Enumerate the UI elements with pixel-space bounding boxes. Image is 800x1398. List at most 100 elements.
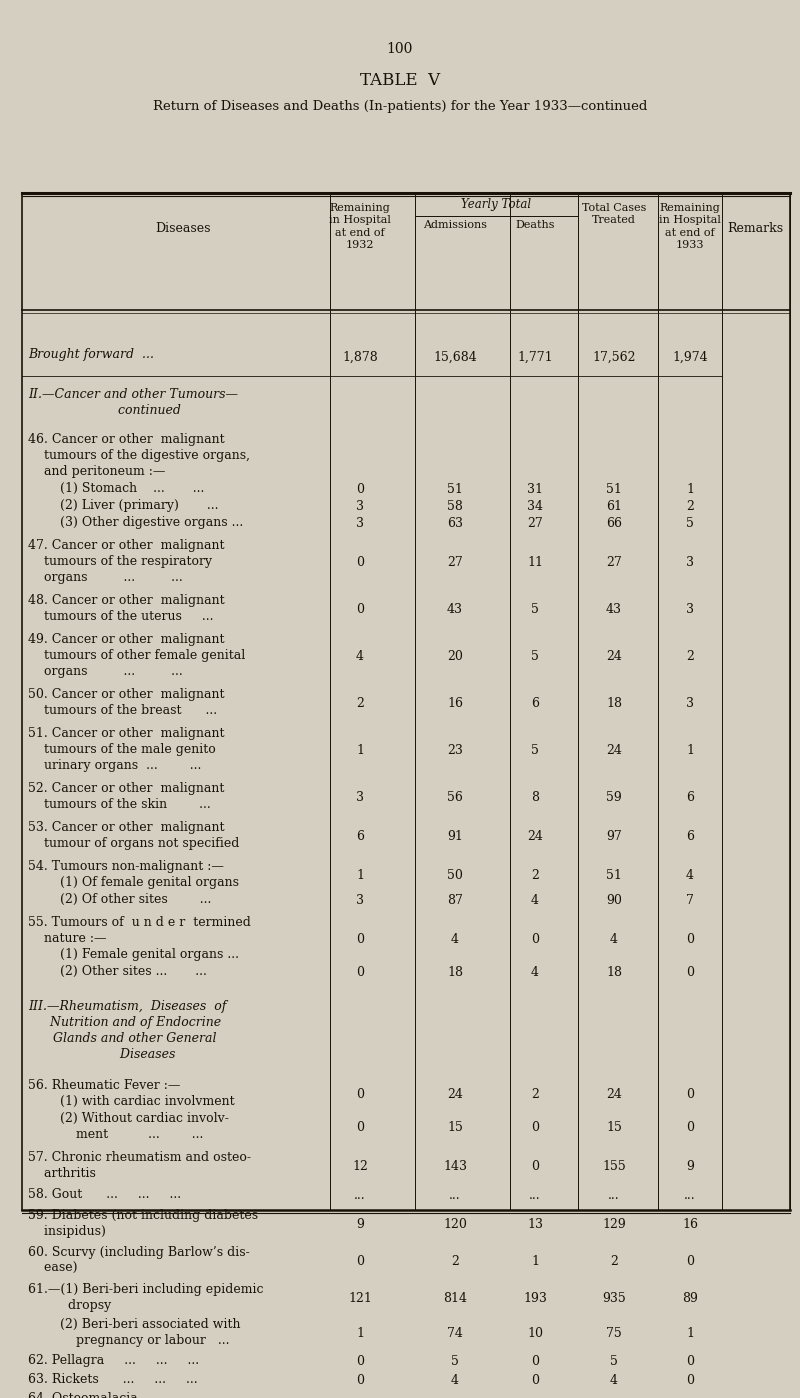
Text: 0: 0	[356, 1121, 364, 1134]
Text: 1: 1	[531, 1255, 539, 1268]
Text: 27: 27	[527, 517, 543, 530]
Text: 87: 87	[447, 893, 463, 907]
Text: 0: 0	[686, 1355, 694, 1369]
Text: Remaining
in Hospital
at end of
1933: Remaining in Hospital at end of 1933	[659, 203, 721, 250]
Text: 2: 2	[356, 698, 364, 710]
Text: 1: 1	[356, 744, 364, 756]
Text: 4: 4	[531, 893, 539, 907]
Text: 5: 5	[531, 650, 539, 663]
Text: 52. Cancer or other  malignant
    tumours of the skin        ...: 52. Cancer or other malignant tumours of…	[28, 781, 224, 811]
Text: 57. Chronic rheumatism and osteo-
    arthritis: 57. Chronic rheumatism and osteo- arthri…	[28, 1151, 251, 1180]
Text: 0: 0	[686, 966, 694, 979]
Text: 7: 7	[686, 893, 694, 907]
Text: 6: 6	[356, 830, 364, 843]
Text: 59: 59	[606, 791, 622, 804]
Text: 15: 15	[606, 1121, 622, 1134]
Text: 9: 9	[356, 1218, 364, 1232]
Text: 5: 5	[610, 1355, 618, 1369]
Text: 2: 2	[686, 650, 694, 663]
Text: 24: 24	[606, 1088, 622, 1102]
Text: 1: 1	[356, 870, 364, 882]
Text: 2: 2	[610, 1255, 618, 1268]
Text: 18: 18	[606, 966, 622, 979]
Text: 4: 4	[451, 932, 459, 946]
Text: (2) Without cardiac involv-
            ment          ...        ...: (2) Without cardiac involv- ment ... ...	[28, 1111, 229, 1141]
Text: 54. Tumours non-malignant :—
        (1) Of female genital organs: 54. Tumours non-malignant :— (1) Of fema…	[28, 860, 239, 889]
Text: 3: 3	[356, 791, 364, 804]
Text: 0: 0	[356, 966, 364, 979]
Text: 1,771: 1,771	[517, 351, 553, 363]
Text: 46. Cancer or other  malignant
    tumours of the digestive organs,
    and peri: 46. Cancer or other malignant tumours of…	[28, 433, 250, 478]
Text: 0: 0	[686, 1088, 694, 1102]
Text: 15: 15	[447, 1121, 463, 1134]
Text: 4: 4	[686, 870, 694, 882]
Text: TABLE  V: TABLE V	[360, 73, 440, 89]
Text: 64. Osteomalacia  ...     ...     ...: 64. Osteomalacia ... ... ...	[28, 1392, 221, 1398]
Text: 1: 1	[356, 1327, 364, 1341]
Text: 0: 0	[686, 1121, 694, 1134]
Text: 4: 4	[451, 1374, 459, 1387]
Text: 5: 5	[531, 603, 539, 617]
Text: 143: 143	[443, 1160, 467, 1173]
Text: 6: 6	[531, 698, 539, 710]
Text: 90: 90	[606, 893, 622, 907]
Text: 74: 74	[447, 1327, 463, 1341]
Text: 120: 120	[443, 1218, 467, 1232]
Text: 13: 13	[527, 1218, 543, 1232]
Text: 58: 58	[447, 500, 463, 513]
Text: 50. Cancer or other  malignant
    tumours of the breast      ...: 50. Cancer or other malignant tumours of…	[28, 688, 225, 717]
Text: 0: 0	[356, 482, 364, 496]
Text: 0: 0	[531, 1374, 539, 1387]
Text: 24: 24	[606, 650, 622, 663]
Text: Admissions: Admissions	[423, 219, 487, 231]
Text: 24: 24	[447, 1088, 463, 1102]
Text: 49. Cancer or other  malignant
    tumours of other female genital
    organs   : 49. Cancer or other malignant tumours of…	[28, 633, 246, 678]
Text: 0: 0	[686, 1374, 694, 1387]
Text: 34: 34	[527, 500, 543, 513]
Text: Diseases: Diseases	[155, 221, 210, 235]
Text: ...: ...	[684, 1392, 696, 1398]
Text: 6: 6	[686, 830, 694, 843]
Text: ...: ...	[529, 1190, 541, 1202]
Text: Remaining
in Hospital
at end of
1932: Remaining in Hospital at end of 1932	[329, 203, 391, 250]
Text: 3: 3	[686, 603, 694, 617]
Text: 91: 91	[447, 830, 463, 843]
Text: 121: 121	[348, 1292, 372, 1304]
Text: 2: 2	[686, 500, 694, 513]
Text: 0: 0	[531, 1355, 539, 1369]
Text: 0: 0	[531, 1160, 539, 1173]
Text: 0: 0	[531, 1121, 539, 1134]
Text: 31: 31	[527, 482, 543, 496]
Text: 1: 1	[686, 1327, 694, 1341]
Text: 27: 27	[447, 556, 463, 569]
Text: 61: 61	[606, 500, 622, 513]
Text: (2) Other sites ...       ...: (2) Other sites ... ...	[28, 965, 207, 979]
Text: 3: 3	[686, 556, 694, 569]
Text: 0: 0	[356, 603, 364, 617]
Text: 155: 155	[602, 1160, 626, 1173]
Text: 935: 935	[602, 1292, 626, 1304]
Text: Return of Diseases and Deaths (In-patients) for the Year 1933—continued: Return of Diseases and Deaths (In-patien…	[153, 101, 647, 113]
Text: 0: 0	[686, 1255, 694, 1268]
Text: 0: 0	[356, 1355, 364, 1369]
Text: ...: ...	[449, 1190, 461, 1202]
Text: 5: 5	[451, 1355, 459, 1369]
Text: (2) Beri-beri associated with
            pregnancy or labour   ...: (2) Beri-beri associated with pregnancy …	[28, 1318, 241, 1348]
Text: 3: 3	[356, 893, 364, 907]
Text: ...: ...	[354, 1392, 366, 1398]
Text: 5: 5	[531, 744, 539, 756]
Text: 62. Pellagra     ...     ...     ...: 62. Pellagra ... ... ...	[28, 1355, 199, 1367]
Text: 48. Cancer or other  malignant
    tumours of the uterus     ...: 48. Cancer or other malignant tumours of…	[28, 594, 225, 624]
Text: 4: 4	[531, 966, 539, 979]
Text: ...: ...	[354, 1190, 366, 1202]
Text: 24: 24	[527, 830, 543, 843]
Text: 3: 3	[686, 698, 694, 710]
Text: 12: 12	[352, 1160, 368, 1173]
Text: 58. Gout      ...     ...     ...: 58. Gout ... ... ...	[28, 1188, 181, 1201]
Text: 4: 4	[610, 932, 618, 946]
Text: 56: 56	[447, 791, 463, 804]
Text: 0: 0	[356, 1255, 364, 1268]
Text: (1) Stomach    ...       ...: (1) Stomach ... ...	[28, 482, 204, 495]
Text: 60. Scurvy (including Barlow’s dis-
    ease): 60. Scurvy (including Barlow’s dis- ease…	[28, 1246, 250, 1275]
Text: 59. Diabetes (not including diabetes
    insipidus): 59. Diabetes (not including diabetes ins…	[28, 1209, 258, 1239]
